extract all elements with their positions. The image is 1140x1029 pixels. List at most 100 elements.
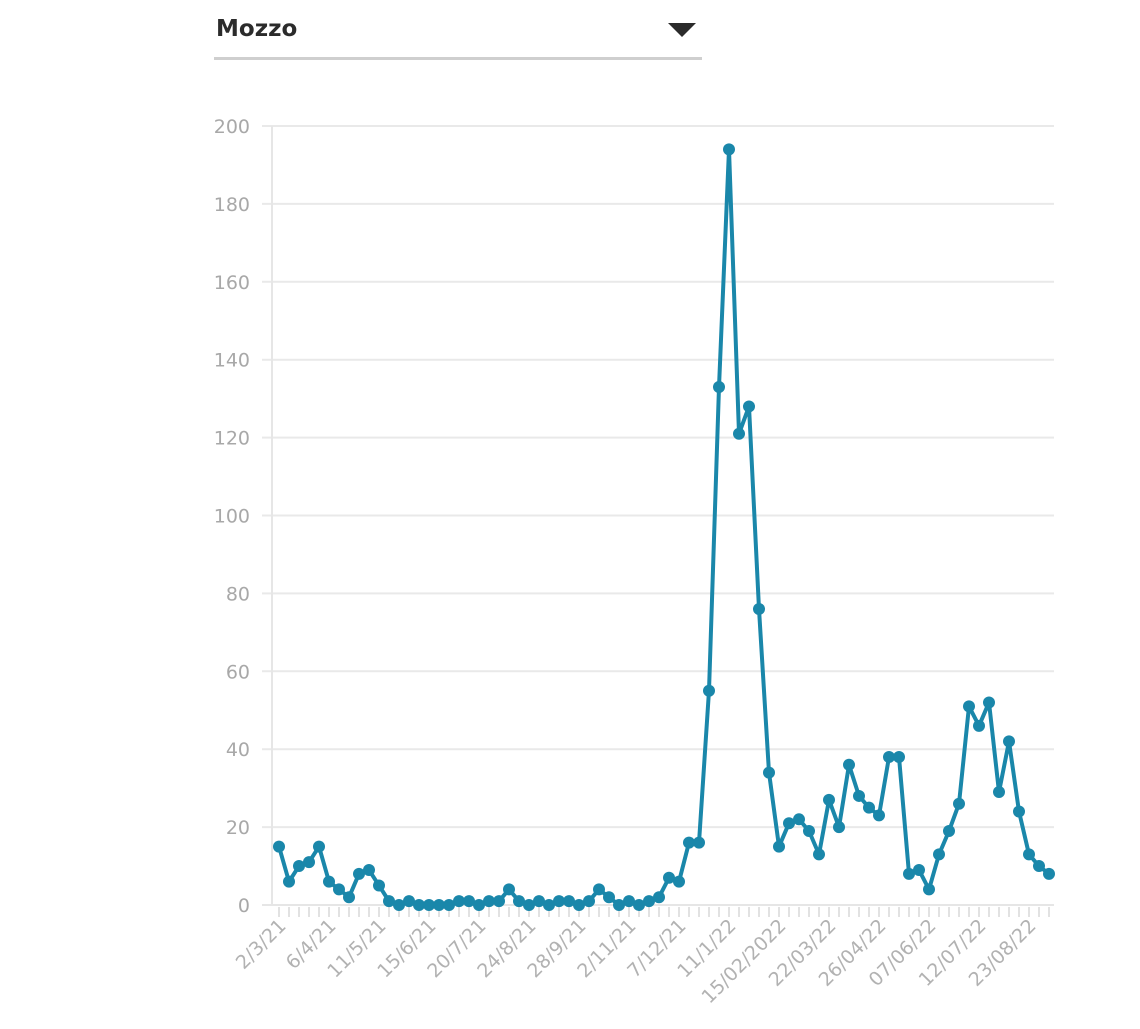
data-point[interactable]: [783, 817, 795, 830]
data-point[interactable]: [993, 786, 1005, 799]
data-point[interactable]: [653, 891, 665, 904]
data-point[interactable]: [483, 895, 495, 908]
data-point[interactable]: [443, 899, 455, 911]
data-point[interactable]: [873, 809, 885, 822]
data-point[interactable]: [923, 883, 935, 896]
data-point[interactable]: [863, 801, 875, 814]
data-point[interactable]: [953, 797, 965, 810]
data-point[interactable]: [323, 875, 335, 888]
data-point[interactable]: [293, 860, 305, 873]
data-point[interactable]: [643, 895, 655, 908]
data-point[interactable]: [563, 895, 575, 908]
y-tick-label: 20: [226, 817, 250, 839]
data-point[interactable]: [713, 380, 725, 393]
data-point[interactable]: [773, 840, 785, 853]
y-tick-label: 60: [226, 661, 250, 683]
data-point[interactable]: [503, 883, 515, 896]
data-point[interactable]: [743, 400, 755, 413]
data-point[interactable]: [983, 696, 995, 709]
y-tick-label: 180: [214, 194, 250, 216]
data-point[interactable]: [403, 895, 415, 908]
data-point[interactable]: [523, 899, 535, 911]
y-tick-label: 200: [214, 116, 250, 138]
y-tick-label: 0: [238, 895, 250, 917]
y-tick-label: 140: [214, 350, 250, 372]
y-tick-label: 40: [226, 739, 250, 761]
data-point[interactable]: [513, 895, 525, 908]
data-point[interactable]: [693, 836, 705, 849]
data-point[interactable]: [1003, 735, 1015, 748]
data-point[interactable]: [373, 879, 385, 892]
data-point[interactable]: [273, 840, 285, 853]
data-point[interactable]: [423, 899, 435, 911]
data-point[interactable]: [803, 824, 815, 837]
data-point[interactable]: [793, 813, 805, 826]
data-points: [273, 143, 1055, 911]
data-point[interactable]: [933, 848, 945, 861]
data-point[interactable]: [973, 719, 985, 732]
data-point[interactable]: [593, 883, 605, 896]
data-point[interactable]: [573, 899, 585, 911]
data-point[interactable]: [1043, 867, 1055, 880]
x-axis-tick-labels: 2/3/216/4/2111/5/2115/6/2120/7/2124/8/21…: [232, 915, 1041, 1008]
axes: [262, 126, 1054, 917]
data-point[interactable]: [333, 883, 345, 896]
grid-lines: [262, 125, 1054, 829]
data-point[interactable]: [453, 895, 465, 908]
data-point[interactable]: [733, 427, 745, 440]
y-axis-tick-labels: 0 20 40 60 80 100 120 140 160 180 200: [214, 116, 250, 917]
data-point[interactable]: [1023, 848, 1035, 861]
data-point[interactable]: [283, 875, 295, 888]
data-point[interactable]: [413, 899, 425, 911]
data-point[interactable]: [963, 700, 975, 713]
data-point[interactable]: [683, 836, 695, 849]
data-point[interactable]: [763, 766, 775, 779]
x-tick-label: 2/3/21: [232, 915, 291, 974]
data-point[interactable]: [1013, 805, 1025, 818]
data-point[interactable]: [723, 143, 735, 156]
data-point[interactable]: [883, 750, 895, 763]
y-tick-label: 120: [214, 428, 250, 450]
data-point[interactable]: [753, 602, 765, 615]
series: [277, 147, 1051, 907]
data-point[interactable]: [583, 895, 595, 908]
data-point[interactable]: [823, 793, 835, 806]
data-point[interactable]: [533, 895, 545, 908]
data-point[interactable]: [553, 895, 565, 908]
data-point[interactable]: [313, 840, 325, 853]
data-point[interactable]: [493, 895, 505, 908]
data-point[interactable]: [473, 899, 485, 911]
data-point[interactable]: [383, 895, 395, 908]
location-select[interactable]: Mozzo: [214, 10, 702, 60]
data-point[interactable]: [833, 821, 845, 834]
data-point[interactable]: [913, 863, 925, 876]
data-point[interactable]: [633, 899, 645, 911]
data-point[interactable]: [893, 750, 905, 763]
data-point[interactable]: [663, 871, 675, 884]
data-point[interactable]: [853, 789, 865, 802]
data-point[interactable]: [813, 848, 825, 861]
data-point[interactable]: [943, 824, 955, 837]
caret-down-icon[interactable]: [668, 23, 696, 37]
data-point[interactable]: [363, 863, 375, 876]
y-tick-label: 80: [226, 583, 250, 605]
data-point[interactable]: [543, 899, 555, 911]
y-tick-label: 160: [214, 272, 250, 294]
series-line: [277, 147, 1051, 907]
data-point[interactable]: [613, 899, 625, 911]
data-point[interactable]: [603, 891, 615, 904]
data-point[interactable]: [1033, 860, 1045, 873]
data-point[interactable]: [353, 867, 365, 880]
data-point[interactable]: [303, 856, 315, 869]
location-select-value: Mozzo: [216, 16, 298, 42]
data-point[interactable]: [343, 891, 355, 904]
data-point[interactable]: [703, 684, 715, 697]
data-point[interactable]: [433, 899, 445, 911]
data-point[interactable]: [673, 875, 685, 888]
data-point[interactable]: [903, 867, 915, 880]
data-point[interactable]: [463, 895, 475, 908]
data-point[interactable]: [843, 758, 855, 771]
data-point[interactable]: [393, 899, 405, 911]
data-point[interactable]: [623, 895, 635, 908]
